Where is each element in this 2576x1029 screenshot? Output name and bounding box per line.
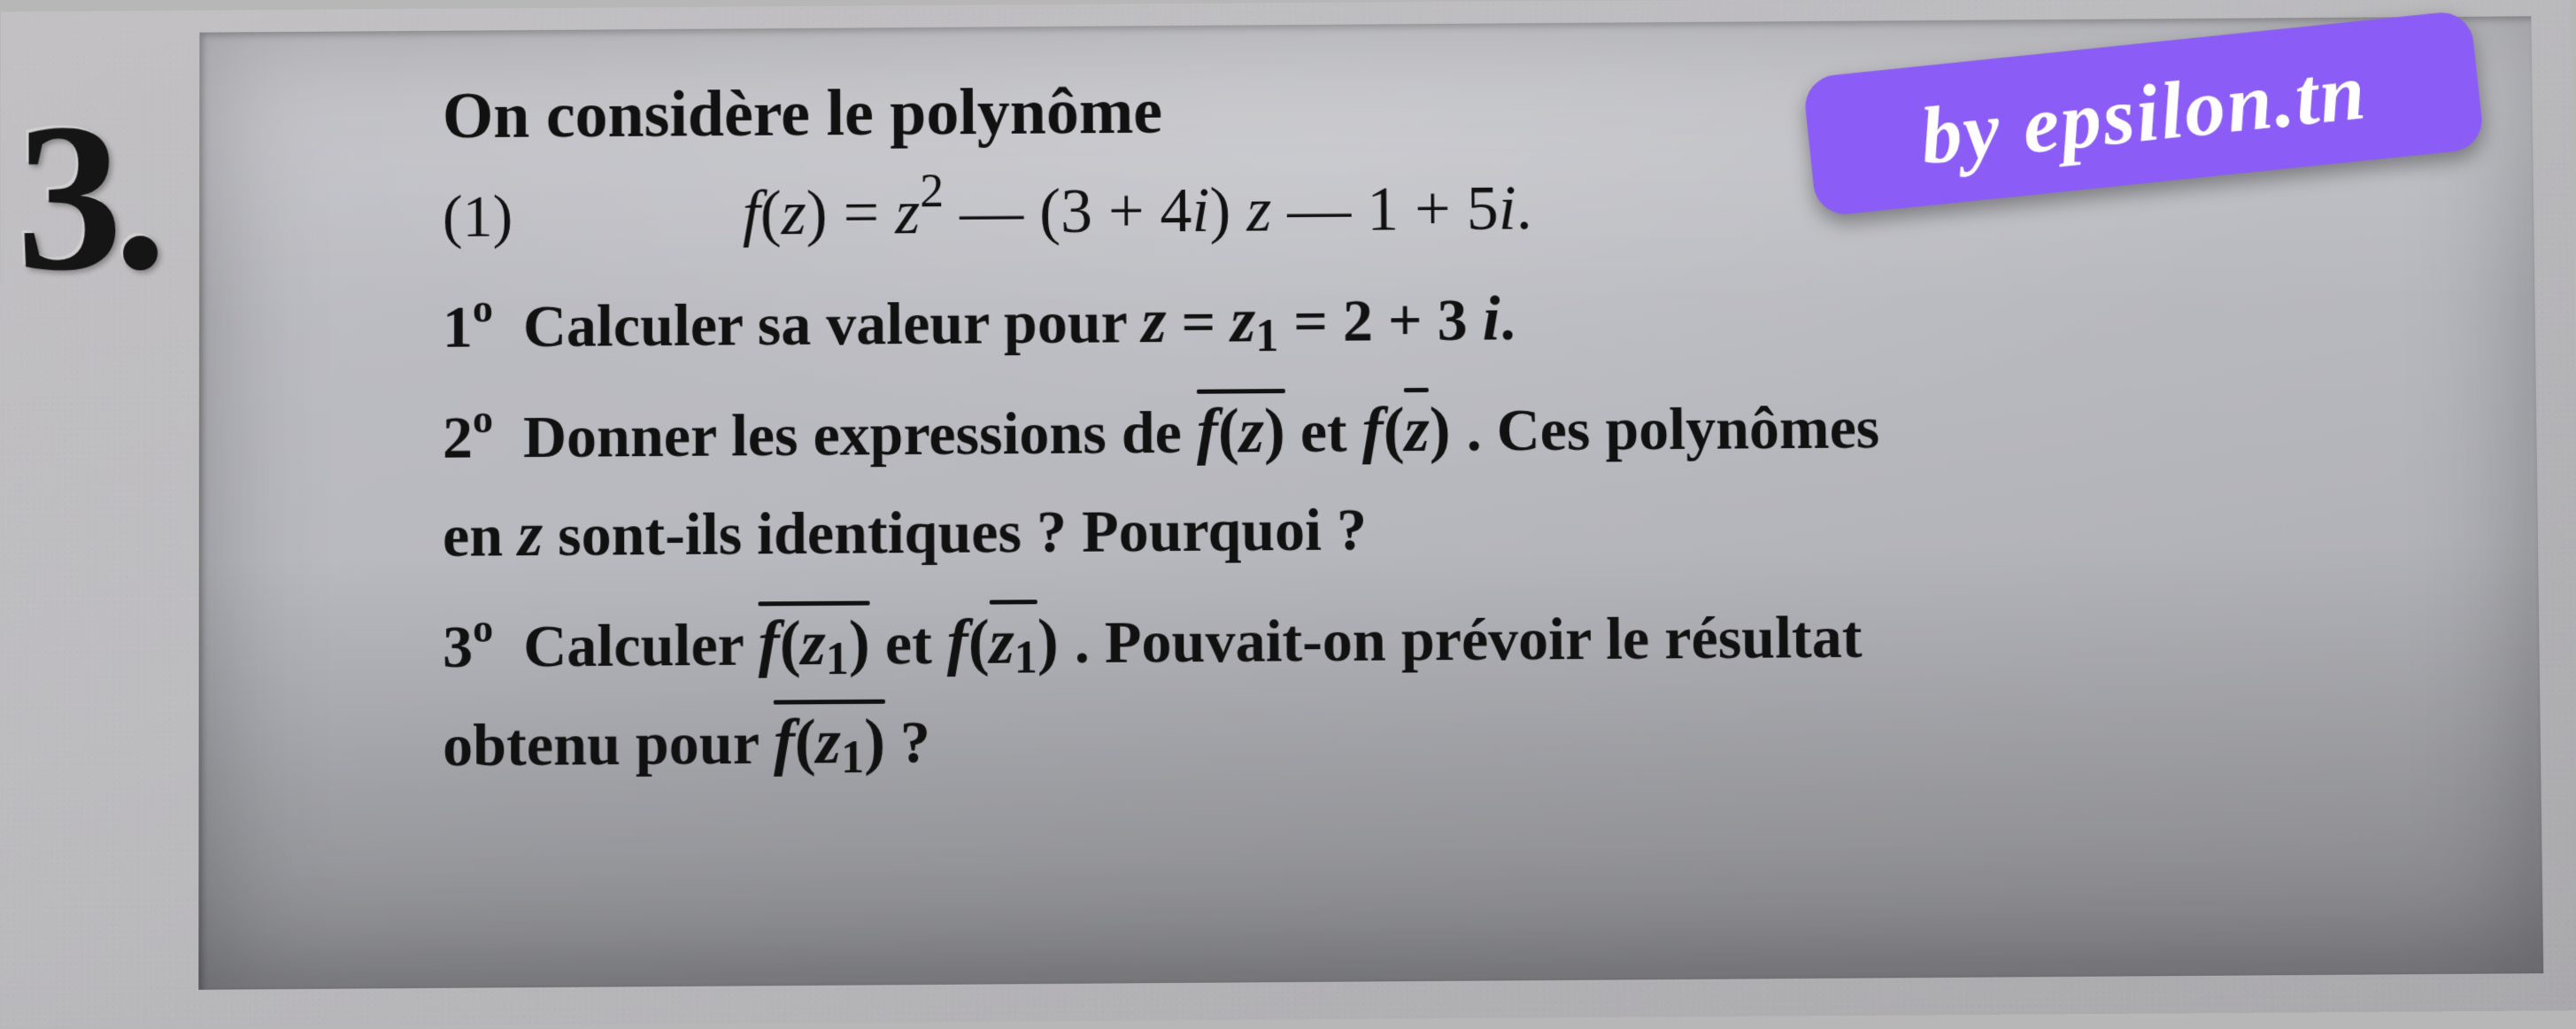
q3-b-fn: f	[947, 607, 968, 677]
q1-num: 1	[443, 293, 473, 360]
q2-t2: . Ces polynômes	[1466, 393, 1879, 463]
def-label: (1)	[443, 182, 513, 251]
exercise-number: 3.	[16, 89, 158, 303]
q1-val: 2 + 3	[1343, 286, 1483, 354]
q2-f-zbar: f(z)	[1361, 394, 1466, 466]
q3-b-z: z	[990, 606, 1014, 677]
q2-t3: sont-ils identiques ? Pourquoi ?	[543, 495, 1367, 569]
problem-box: by epsilon.tn On considère le polynôme (…	[198, 16, 2543, 989]
q3-t1: Calculer	[523, 610, 759, 679]
z2-base: z	[895, 176, 920, 247]
tail-i: i	[1498, 173, 1516, 244]
content: On considère le polynôme (1) f(z) = z2 —…	[443, 65, 2490, 952]
q2-var: z	[518, 499, 543, 569]
minus2: —	[1287, 174, 1367, 244]
q3-num: 3	[443, 613, 473, 680]
lhs-arg: z	[782, 177, 806, 248]
tail-5: 5	[1466, 173, 1498, 244]
lhs-fn: f	[743, 178, 760, 249]
q1-eq1: =	[1181, 288, 1230, 355]
q3-c: f(z1)	[774, 705, 885, 779]
q2-fzbar-fn: f	[1361, 394, 1383, 465]
q3-b-sub: 1	[1014, 633, 1037, 684]
q1-z: z	[1141, 285, 1166, 356]
q3-b-arg: z1	[990, 605, 1037, 679]
q2-num: 2	[443, 403, 473, 470]
coef-open: (3 + 4	[1039, 174, 1192, 246]
q1-text: Calculer sa valeur pour	[523, 288, 1142, 360]
q3-a-fn: f	[759, 607, 780, 678]
q3-cont: obtenu pour	[443, 709, 774, 779]
times-z: z	[1246, 174, 1271, 245]
q2-fbar-fn: f	[1197, 396, 1218, 467]
definition-line: (1) f(z) = z2 — (3 + 4i) z — 1 + 5i.	[443, 165, 2481, 252]
q3-c-fn: f	[774, 706, 795, 777]
q2-and: et	[1300, 397, 1362, 464]
q2-fbar-arg: z	[1239, 395, 1264, 466]
q3-line2: obtenu pour f(z1) ?	[443, 693, 2487, 781]
q3-c-sub: 1	[841, 732, 864, 783]
q2-deg: o	[473, 397, 493, 442]
q3-t2: . Pouvait-on prévoir le résultat	[1075, 603, 1863, 676]
q3-c-z: z	[816, 706, 841, 777]
q2-line1: 2o Donner les expressions de f(z) et f(z…	[443, 386, 2484, 474]
q1-line: 1o Calculer sa valeur pour z = z1 = 2 + …	[443, 275, 2482, 363]
q1-z1-sub: 1	[1255, 312, 1278, 362]
q2-zbar: z	[1404, 393, 1430, 467]
z2-exp: 2	[920, 165, 944, 218]
intro-line: On considère le polynôme	[443, 65, 2480, 154]
q3-a-z: z	[801, 607, 826, 678]
page: 3. by epsilon.tn On considère le polynôm…	[0, 0, 2576, 1029]
tail-1: 1	[1367, 174, 1399, 244]
q3-a-sub: 1	[826, 634, 849, 685]
minus1: —	[960, 175, 1039, 246]
tail-plus: +	[1415, 173, 1467, 244]
q1-val-i: i	[1482, 282, 1500, 353]
eq-sign: =	[844, 177, 896, 248]
q1-z1-base: z	[1230, 284, 1255, 355]
formula: f(z) = z2 — (3 + 4i) z — 1 + 5i.	[743, 172, 1532, 251]
rparen: )	[806, 177, 828, 248]
q1-eq2: =	[1293, 287, 1343, 354]
q2-t1: Donner les expressions de	[523, 398, 1197, 470]
q3-t3: ?	[885, 708, 930, 776]
lparen: (	[760, 177, 782, 248]
q2-line2: en z sont-ils identiques ? Pourquoi ?	[443, 484, 2485, 572]
q3-line1: 3o Calculer f(z1) et f(z1) . Pouvait-on …	[443, 595, 2487, 683]
coef-close: )	[1209, 174, 1230, 245]
q2-fz-bar: f(z)	[1197, 394, 1285, 468]
q3-and: et	[885, 609, 947, 677]
q3-deg: o	[473, 606, 493, 651]
tail-dot: .	[1516, 173, 1532, 244]
q1-deg: o	[473, 286, 493, 331]
q3-a: f(z1)	[759, 607, 870, 681]
q2-cont: en	[443, 501, 518, 569]
coef-i: i	[1192, 174, 1209, 245]
q3-b: f(z1)	[947, 606, 1075, 677]
q1-z1: z1	[1230, 284, 1278, 355]
q1-dot: .	[1500, 285, 1516, 352]
